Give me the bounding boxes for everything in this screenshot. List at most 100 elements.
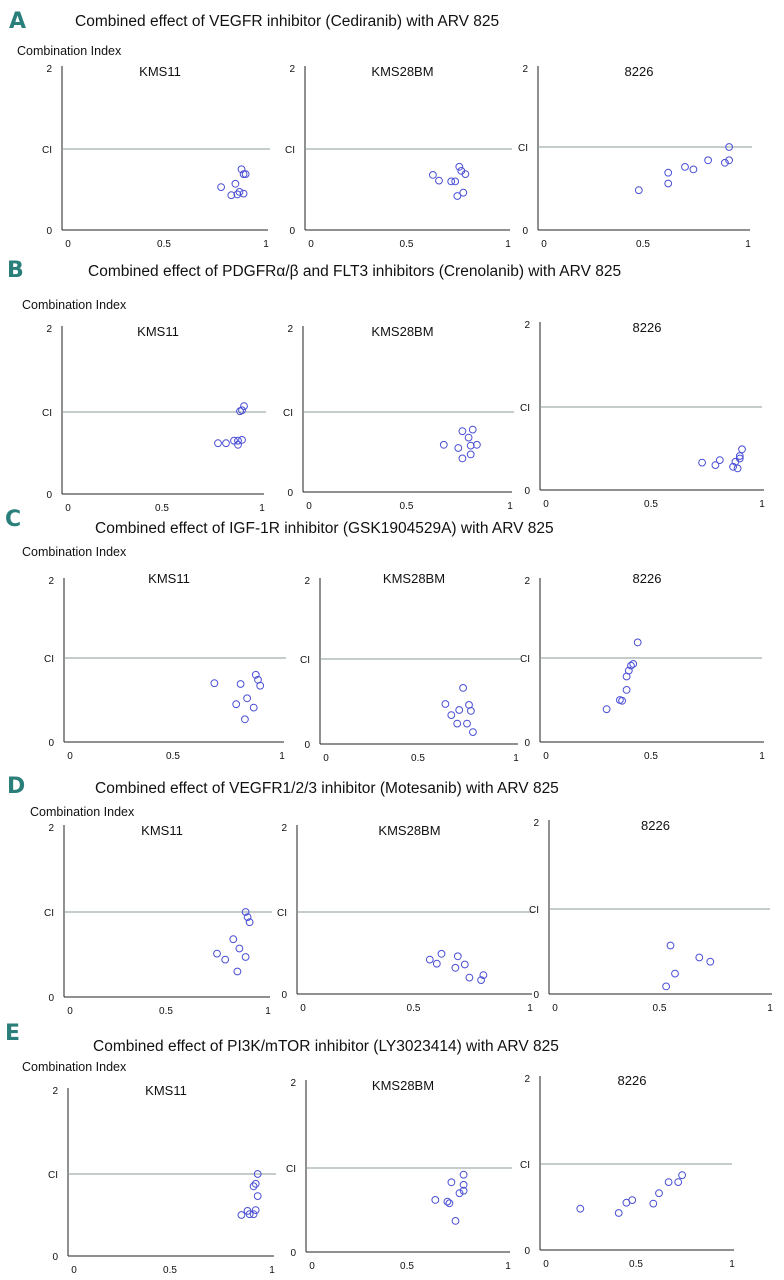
x-tick-label: 0 bbox=[65, 239, 71, 250]
data-point bbox=[238, 436, 246, 444]
data-point bbox=[466, 441, 475, 450]
data-point bbox=[738, 445, 746, 454]
data-point bbox=[241, 715, 249, 724]
data-point bbox=[735, 452, 744, 460]
y-tick-label: 2 bbox=[281, 823, 287, 834]
x-tick-label: 0 bbox=[300, 1003, 306, 1014]
x-tick-label: 1 bbox=[513, 753, 519, 764]
data-point bbox=[236, 680, 245, 688]
subplot-title: KMS11 bbox=[137, 324, 179, 339]
data-point bbox=[251, 1179, 260, 1188]
data-point bbox=[256, 681, 265, 690]
y-tick-label: 0 bbox=[290, 1248, 296, 1259]
x-tick-label: 1 bbox=[507, 501, 513, 512]
x-tick-label: 0 bbox=[67, 751, 73, 762]
data-point bbox=[671, 969, 679, 978]
subplot-title: KMS11 bbox=[145, 1083, 187, 1098]
data-point bbox=[468, 425, 477, 434]
data-point bbox=[460, 960, 469, 969]
subplot-e-8226: 0 CI 2 0 0.5 1 8226 bbox=[520, 1073, 735, 1270]
data-point bbox=[445, 1199, 454, 1208]
data-point bbox=[467, 707, 475, 715]
subplot-title: 8226 bbox=[625, 64, 654, 79]
y-tick-label: 0 bbox=[533, 990, 539, 1001]
x-tick-label: 0 bbox=[306, 501, 312, 512]
data-point bbox=[458, 427, 467, 436]
data-point bbox=[602, 705, 611, 714]
x-tick-label: 0.5 bbox=[159, 1006, 173, 1017]
data-point bbox=[461, 170, 470, 179]
y-tick-label: CI bbox=[277, 908, 287, 919]
subplot-b-kms11: 0 CI 2 0 0.5 1 KMS11 bbox=[42, 324, 266, 514]
y-tick-label: 2 bbox=[287, 324, 293, 335]
x-tick-label: 1 bbox=[505, 239, 511, 250]
data-point bbox=[432, 959, 441, 968]
data-point bbox=[725, 143, 733, 151]
x-tick-label: 0.5 bbox=[644, 751, 658, 762]
data-point bbox=[439, 440, 448, 449]
data-point bbox=[230, 436, 238, 445]
x-tick-label: 0.5 bbox=[629, 1259, 643, 1270]
subplot-c-8226: 0 CI 2 0 0.5 1 8226 bbox=[520, 571, 765, 762]
x-tick-label: 0 bbox=[71, 1265, 77, 1276]
data-point bbox=[249, 1182, 258, 1191]
y-tick-label: 2 bbox=[290, 1078, 296, 1089]
data-point bbox=[634, 186, 643, 195]
x-tick-label: 0.5 bbox=[653, 1003, 667, 1014]
y-tick-label: 2 bbox=[48, 576, 54, 587]
data-point bbox=[217, 183, 226, 192]
data-point bbox=[629, 660, 638, 668]
y-tick-label: CI bbox=[283, 408, 293, 419]
y-tick-label: CI bbox=[285, 145, 295, 156]
x-tick-label: 0 bbox=[552, 1003, 558, 1014]
data-point bbox=[455, 162, 464, 171]
data-point bbox=[447, 711, 456, 719]
data-point bbox=[725, 156, 733, 165]
panel-letter-e: E bbox=[5, 1021, 21, 1046]
data-point bbox=[459, 1180, 468, 1189]
subplot-title: KMS11 bbox=[148, 571, 190, 586]
data-point bbox=[235, 944, 244, 953]
subplot-title: 8226 bbox=[633, 571, 662, 586]
data-point bbox=[624, 666, 633, 675]
data-point bbox=[453, 952, 462, 961]
y-tick-label: CI bbox=[520, 1160, 530, 1171]
x-tick-label: 0 bbox=[323, 753, 329, 764]
x-tick-label: 1 bbox=[767, 1003, 773, 1014]
data-point bbox=[733, 464, 742, 473]
subplot-e-kms11: 0 CI 2 0 0.5 1 KMS11 bbox=[48, 1083, 276, 1276]
data-point bbox=[459, 188, 468, 197]
data-point bbox=[235, 188, 244, 196]
data-point bbox=[664, 179, 673, 188]
data-point bbox=[233, 967, 242, 976]
x-tick-label: 0.5 bbox=[400, 1261, 414, 1272]
x-tick-label: 1 bbox=[527, 1003, 533, 1014]
x-tick-label: 0.5 bbox=[400, 239, 414, 250]
data-point bbox=[479, 971, 488, 979]
data-point bbox=[453, 192, 462, 200]
ci-header-b: Combination Index bbox=[22, 298, 127, 312]
data-point bbox=[237, 1211, 246, 1219]
data-point bbox=[245, 1210, 254, 1219]
panel-title-a: Combined effect of VEGFR inhibitor (Cedi… bbox=[75, 13, 500, 30]
data-point bbox=[234, 436, 242, 445]
x-tick-label: 0 bbox=[308, 239, 314, 250]
data-point bbox=[451, 963, 460, 972]
data-point bbox=[221, 955, 230, 964]
data-point bbox=[227, 191, 236, 200]
y-tick-label: CI bbox=[300, 655, 310, 666]
x-tick-label: 1 bbox=[263, 239, 269, 250]
y-tick-label: CI bbox=[518, 143, 528, 154]
y-tick-label: 2 bbox=[524, 320, 530, 331]
x-tick-label: 0.5 bbox=[411, 753, 425, 764]
data-point bbox=[249, 703, 258, 712]
y-tick-label: 2 bbox=[289, 64, 295, 75]
data-point bbox=[241, 953, 250, 961]
x-tick-label: 0 bbox=[65, 503, 71, 514]
x-tick-label: 0.5 bbox=[636, 239, 650, 250]
x-tick-label: 1 bbox=[759, 751, 765, 762]
data-point bbox=[706, 957, 715, 966]
data-point bbox=[238, 406, 246, 415]
data-point bbox=[447, 177, 456, 186]
data-point bbox=[618, 696, 626, 705]
